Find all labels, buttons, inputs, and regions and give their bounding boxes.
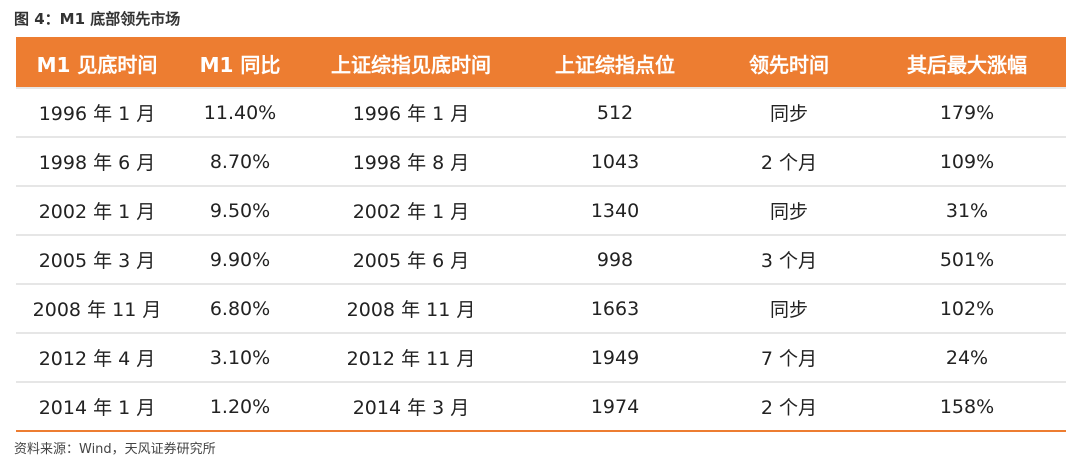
table-row: 2014 年 1 月 1.20% 2014 年 3 月 1974 2 个月 158%	[16, 381, 1066, 430]
source-note: 资料来源：Wind，天风证券研究所	[14, 442, 216, 457]
table-cell: 8.70%	[178, 136, 302, 186]
table-cell: 1043	[520, 136, 710, 186]
table-cell: 2008 年 11 月	[302, 283, 520, 333]
table-cell: 512	[520, 87, 710, 137]
table-cell: 179%	[868, 87, 1066, 137]
header-cell: 其后最大涨幅	[868, 39, 1066, 88]
table-cell: 3 个月	[710, 234, 868, 284]
table-cell: 11.40%	[178, 87, 302, 137]
table-cell: 1663	[520, 283, 710, 333]
table-cell: 2012 年 4 月	[16, 332, 178, 382]
table-cell: 24%	[868, 332, 1066, 382]
table-cell: 501%	[868, 234, 1066, 284]
table-cell: 1974	[520, 381, 710, 430]
table-cell: 6.80%	[178, 283, 302, 333]
table-row: 1996 年 1 月 11.40% 1996 年 1 月 512 同步 179%	[16, 87, 1066, 137]
table-cell: 同步	[710, 185, 868, 235]
table-head: M1 见底时间 M1 同比 上证综指见底时间 上证综指点位 领先时间 其后最大涨幅	[16, 39, 1066, 88]
table-cell: 3.10%	[178, 332, 302, 382]
table-cell: 109%	[868, 136, 1066, 186]
header-cell: M1 见底时间	[16, 39, 178, 88]
table-cell: 7 个月	[710, 332, 868, 382]
table-row: 2005 年 3 月 9.90% 2005 年 6 月 998 3 个月 501%	[16, 234, 1066, 284]
table-cell: 1996 年 1 月	[302, 87, 520, 137]
table-cell: 102%	[868, 283, 1066, 333]
table-cell: 158%	[868, 381, 1066, 430]
header-cell: M1 同比	[178, 39, 302, 88]
table-row: 2002 年 1 月 9.50% 2002 年 1 月 1340 同步 31%	[16, 185, 1066, 235]
table-cell: 2014 年 3 月	[302, 381, 520, 430]
table-cell: 1998 年 8 月	[302, 136, 520, 186]
table-cell: 9.50%	[178, 185, 302, 235]
table-cell: 1340	[520, 185, 710, 235]
table-cell: 998	[520, 234, 710, 284]
table-cell: 2 个月	[710, 136, 868, 186]
table-row: 1998 年 6 月 8.70% 1998 年 8 月 1043 2 个月 109%	[16, 136, 1066, 186]
table-cell: 同步	[710, 87, 868, 137]
header-cell: 上证综指点位	[520, 39, 710, 88]
data-table: M1 见底时间 M1 同比 上证综指见底时间 上证综指点位 领先时间 其后最大涨幅 199…	[16, 39, 1066, 430]
table-cell: 9.90%	[178, 234, 302, 284]
table-cell: 2014 年 1 月	[16, 381, 178, 430]
table-cell: 同步	[710, 283, 868, 333]
table-cell: 2012 年 11 月	[302, 332, 520, 382]
figure-title: 图 4：M1 底部领先市场	[14, 10, 181, 28]
table-frame: M1 见底时间 M1 同比 上证综指见底时间 上证综指点位 领先时间 其后最大涨幅 199…	[16, 37, 1066, 432]
table-cell: 2002 年 1 月	[302, 185, 520, 235]
table-cell: 1996 年 1 月	[16, 87, 178, 137]
table-body: 1996 年 1 月 11.40% 1996 年 1 月 512 同步 179% 1998 …	[16, 87, 1066, 430]
table-cell: 2002 年 1 月	[16, 185, 178, 235]
table-cell: 2005 年 3 月	[16, 234, 178, 284]
table-row: 2008 年 11 月 6.80% 2008 年 11 月 1663 同步 102%	[16, 283, 1066, 333]
table-cell: 1949	[520, 332, 710, 382]
header-row: M1 见底时间 M1 同比 上证综指见底时间 上证综指点位 领先时间 其后最大涨幅	[16, 39, 1066, 88]
table-cell: 1.20%	[178, 381, 302, 430]
header-cell: 上证综指见底时间	[302, 39, 520, 88]
table-cell: 2008 年 11 月	[16, 283, 178, 333]
header-cell: 领先时间	[710, 39, 868, 88]
table-cell: 2005 年 6 月	[302, 234, 520, 284]
table-cell: 31%	[868, 185, 1066, 235]
table-row: 2012 年 4 月 3.10% 2012 年 11 月 1949 7 个月 24%	[16, 332, 1066, 382]
table-cell: 2 个月	[710, 381, 868, 430]
table-cell: 1998 年 6 月	[16, 136, 178, 186]
